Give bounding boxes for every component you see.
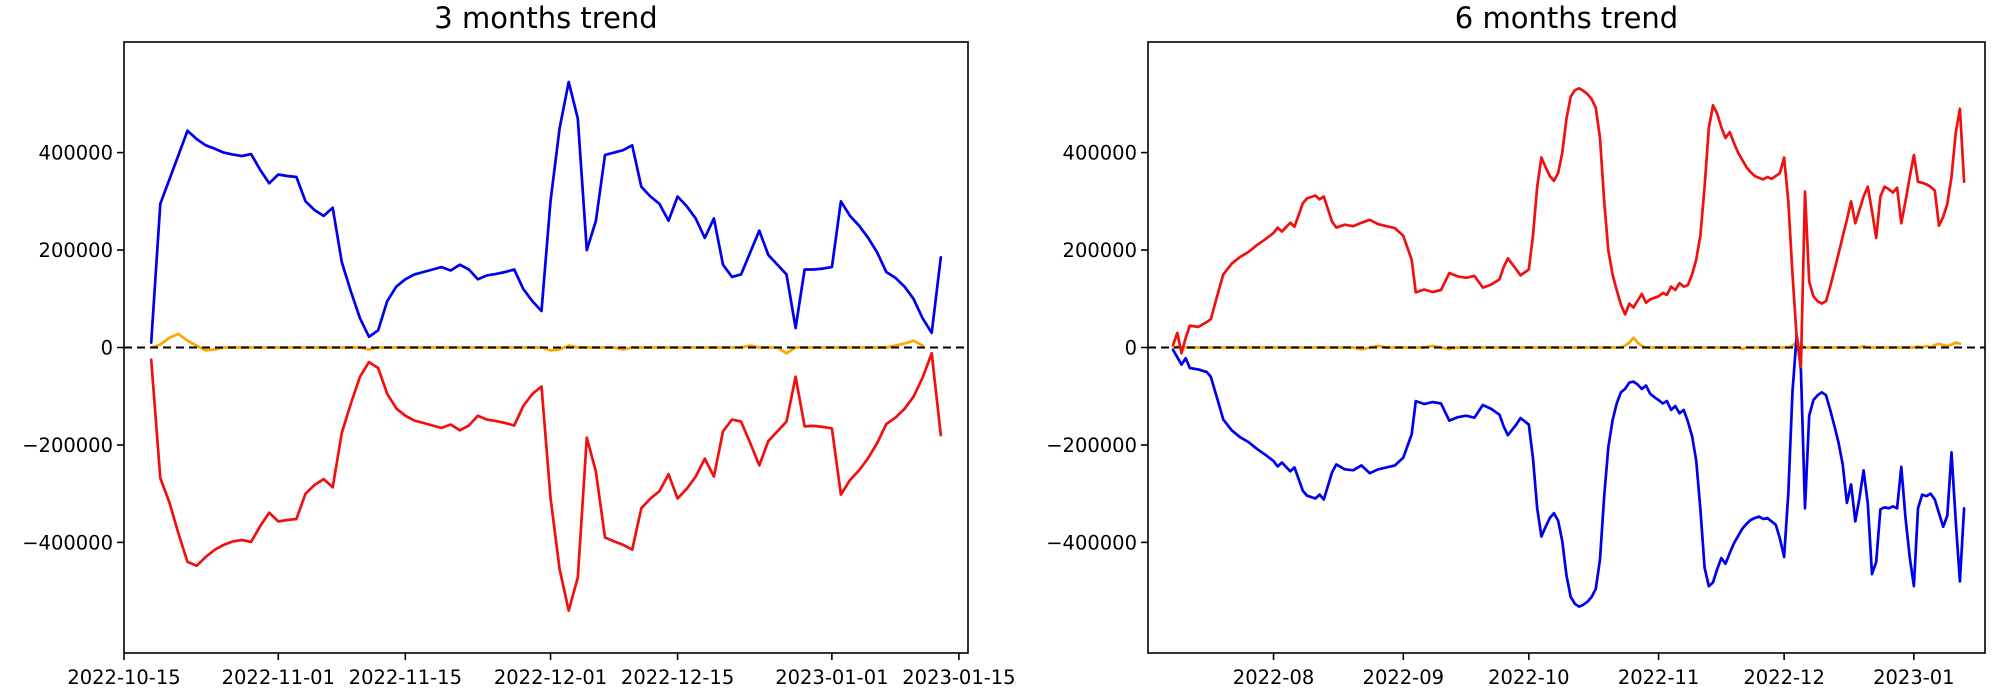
subplot-6-months-trend: 400000 200000 0 −200000 −400000 2022-08 2022-0… bbox=[1046, 41, 1986, 689]
x-tick-label: 2022-09 bbox=[1363, 666, 1444, 689]
x-tick-label: 2022-10 bbox=[1488, 666, 1569, 689]
y-tick-label: 0 bbox=[1125, 337, 1137, 360]
subplot-3-months-trend: 400000 200000 0 −200000 −400000 2022-10-15 202… bbox=[22, 41, 1016, 689]
chart-title-6-months: 6 months trend bbox=[1454, 1, 1679, 35]
y-tick-label: 200000 bbox=[1063, 239, 1137, 262]
x-tick-label: 2022-12 bbox=[1743, 666, 1824, 689]
series-line-blue bbox=[149, 80, 943, 344]
x-tick-label: 2022-11-15 bbox=[349, 666, 462, 689]
y-tick-label: 400000 bbox=[1063, 142, 1137, 165]
x-tick-label: 2023-01-01 bbox=[775, 666, 888, 689]
x-tick-label: 2023-01-15 bbox=[902, 666, 1015, 689]
y-tick-label: −400000 bbox=[1046, 531, 1137, 554]
x-tick-label: 2022-08 bbox=[1233, 666, 1314, 689]
y-tick-label: −200000 bbox=[1046, 434, 1137, 457]
series-line-red bbox=[1171, 86, 1966, 369]
x-tick-label: 2023-01 bbox=[1873, 666, 1954, 689]
series-line-orange bbox=[149, 332, 924, 355]
y-tick-label: −200000 bbox=[22, 434, 113, 457]
x-tick-label: 2022-11 bbox=[1618, 666, 1699, 689]
x-tick-label: 2022-11-01 bbox=[222, 666, 335, 689]
chart-title-3-months: 3 months trend bbox=[434, 1, 658, 35]
x-tick-label: 2022-10-15 bbox=[67, 666, 180, 689]
series-line-blue bbox=[1171, 333, 1966, 609]
y-tick-label: 400000 bbox=[39, 142, 113, 165]
series-line-red bbox=[149, 351, 943, 612]
y-tick-label: 200000 bbox=[39, 239, 113, 262]
y-tick-label: 0 bbox=[101, 337, 113, 360]
y-tick-label: −400000 bbox=[22, 531, 113, 554]
x-tick-label: 2022-12-01 bbox=[494, 666, 607, 689]
x-tick-label: 2022-12-15 bbox=[621, 666, 734, 689]
